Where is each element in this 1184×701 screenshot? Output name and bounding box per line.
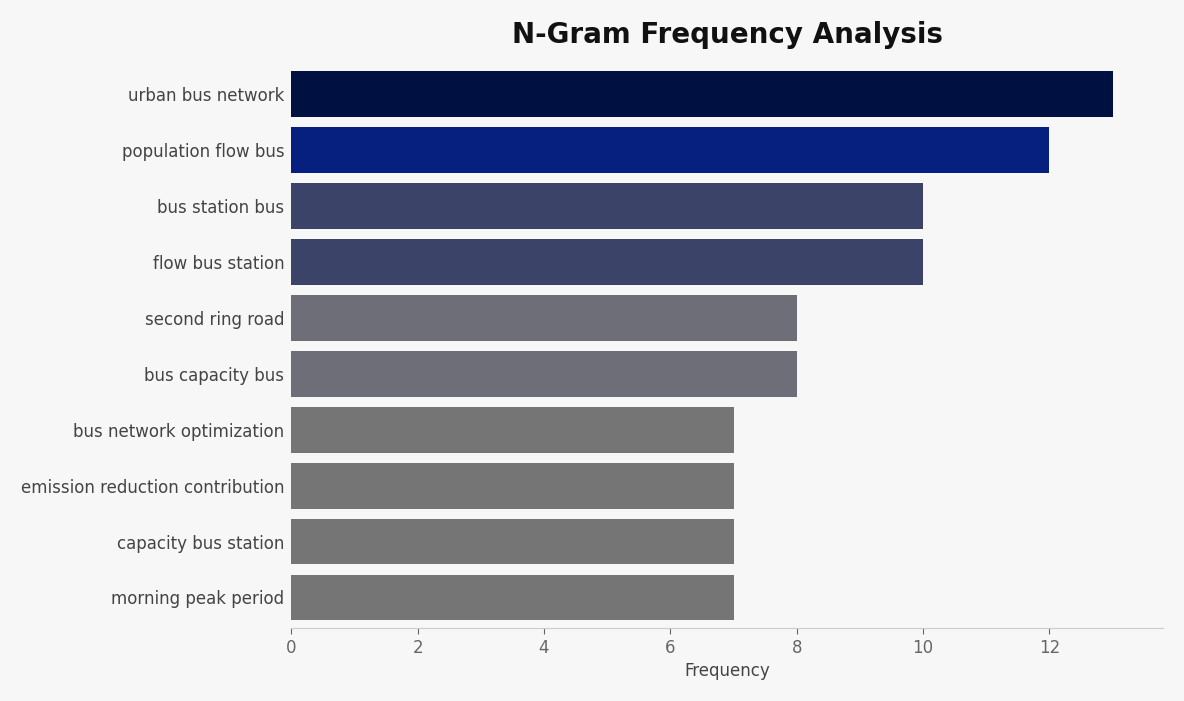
Bar bbox=[291, 295, 797, 341]
Bar bbox=[291, 519, 734, 564]
X-axis label: Frequency: Frequency bbox=[684, 662, 770, 680]
Bar bbox=[291, 183, 924, 229]
Bar bbox=[291, 351, 797, 397]
Title: N-Gram Frequency Analysis: N-Gram Frequency Analysis bbox=[511, 21, 942, 49]
Bar bbox=[291, 407, 734, 453]
Bar bbox=[291, 239, 924, 285]
Bar bbox=[291, 463, 734, 509]
Bar bbox=[291, 128, 1049, 173]
Bar bbox=[291, 575, 734, 620]
Bar bbox=[291, 72, 1113, 117]
